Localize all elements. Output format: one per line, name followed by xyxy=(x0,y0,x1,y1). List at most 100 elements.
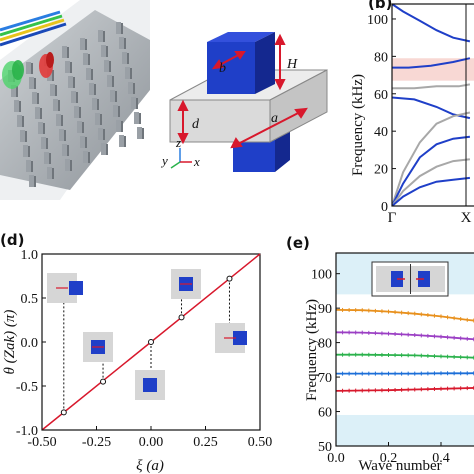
pillar-shade xyxy=(130,68,132,79)
d-ytick-label: 0.5 xyxy=(21,292,39,307)
pillar xyxy=(101,143,106,155)
pillar xyxy=(65,159,70,171)
d-ytick-label: 0.0 xyxy=(21,336,39,351)
pillar xyxy=(116,120,121,132)
pillar xyxy=(44,152,49,164)
pillar xyxy=(26,160,31,172)
b-xtick-label: X xyxy=(461,210,472,226)
band-7 xyxy=(392,176,471,206)
band-0 xyxy=(392,4,471,43)
pillar-shade xyxy=(16,86,18,97)
pillar-shade xyxy=(94,84,96,95)
axis-x-label: x xyxy=(193,154,200,169)
b-ytick-label: 0 xyxy=(381,200,388,215)
unit-cell-inset-pillar xyxy=(233,331,247,345)
b-ytick-label: 60 xyxy=(374,88,388,103)
e-ytick-label: 100 xyxy=(311,268,332,283)
pillar xyxy=(113,105,118,117)
unit-cell-inset-pillar xyxy=(143,378,157,392)
pillar-shade xyxy=(19,101,21,112)
pillar-shade xyxy=(91,69,93,80)
panel-e: (e) Frequency (kHz) Wave number 50 60 70 80… xyxy=(286,234,474,474)
pillar-shade xyxy=(100,114,102,125)
panel-b-ylabel: Frequency (kHz) xyxy=(350,74,366,176)
pillar xyxy=(92,98,97,110)
pillar-shade xyxy=(118,106,120,117)
dim-a-label: a xyxy=(271,111,278,126)
pillar xyxy=(17,115,22,127)
e-ytick-label: 90 xyxy=(318,302,332,317)
zak-point xyxy=(226,275,233,282)
e-xtick-label: 0.2 xyxy=(380,451,398,466)
pillar xyxy=(122,52,127,64)
pillar-shade xyxy=(22,116,24,127)
pillar xyxy=(20,130,25,142)
d-xtick-label: -0.50 xyxy=(27,435,56,450)
pillar-shade xyxy=(28,146,30,157)
zak-point xyxy=(178,314,185,321)
d-ytick-label: -1.0 xyxy=(16,424,38,439)
pillar xyxy=(134,112,139,124)
pillar-shade xyxy=(121,23,123,34)
pillar-shade xyxy=(85,39,87,50)
pillar-shade xyxy=(70,62,72,73)
pillar-shade xyxy=(79,107,81,118)
edge-state-3 xyxy=(336,372,474,375)
e-ytick-label: 60 xyxy=(318,406,332,421)
b-ytick-label: 80 xyxy=(374,50,388,65)
panel-e-label: (e) xyxy=(286,234,310,252)
pillar-shade xyxy=(115,91,117,102)
pillar-shade xyxy=(88,54,90,65)
pillar-shade xyxy=(67,47,69,58)
pillar-shade xyxy=(136,98,138,109)
pillar-shade xyxy=(52,70,54,81)
zak-point xyxy=(100,378,107,385)
pillar xyxy=(59,129,64,141)
pillar xyxy=(137,127,142,139)
pillar xyxy=(14,100,19,112)
pillar xyxy=(38,122,43,134)
d-xtick-label: 0.00 xyxy=(139,435,164,450)
pillar-shade xyxy=(124,136,126,147)
pillar xyxy=(62,46,67,58)
d-ytick-label: 1.0 xyxy=(21,248,39,263)
pillar-shade xyxy=(142,128,144,139)
pillar-shade xyxy=(97,99,99,110)
pillar xyxy=(74,106,79,118)
pillar-shade xyxy=(61,115,63,126)
pillar xyxy=(50,84,55,96)
pillar-shade xyxy=(25,131,27,142)
pillar-shade xyxy=(106,144,108,155)
pillar xyxy=(116,22,121,34)
panel-e-ylabel: Frequency (kHz) xyxy=(304,299,320,401)
pillar xyxy=(128,82,133,94)
panel-b-frame xyxy=(391,3,474,207)
acoustic-wave-red xyxy=(39,52,54,78)
pillar-shade xyxy=(127,53,129,64)
zak-point xyxy=(60,409,67,416)
b-ytick-label: 40 xyxy=(374,125,388,140)
pillar xyxy=(101,45,106,57)
e-xtick-label: 0.4 xyxy=(432,451,450,466)
pillar-shade xyxy=(31,161,33,172)
panel-d-xlabel: ξ (a) xyxy=(136,458,164,474)
panel-d-ylabel: θ (Zak) (π) xyxy=(2,310,18,375)
pillar-shade xyxy=(43,123,45,134)
pillar-shade xyxy=(34,176,36,187)
panel-b-label: (b) xyxy=(368,0,392,12)
dim-d-label: d xyxy=(192,117,200,132)
unit-cell-inset-pillar xyxy=(69,281,83,295)
pillar xyxy=(110,90,115,102)
panel-b: (b) Frequency (kHz) 0 20 40 60 80 100 Γ X xyxy=(350,0,474,226)
d-ytick-label: -0.5 xyxy=(16,380,38,395)
e-ytick-label: 70 xyxy=(318,371,332,386)
panel-d-label: (d) xyxy=(0,231,24,249)
b-ytick-label: 100 xyxy=(367,13,388,28)
pillar xyxy=(23,145,28,157)
panel-e-xlabel: Wave number xyxy=(358,458,441,474)
panel-d: (d) θ (Zak) (π) ξ (a) -1.0 -0.5 0.0 0.5 1.0 -… xyxy=(0,231,272,474)
pillar xyxy=(98,30,103,42)
pillar-shade xyxy=(70,160,72,171)
pillar xyxy=(56,114,61,126)
band-2 xyxy=(392,83,471,90)
